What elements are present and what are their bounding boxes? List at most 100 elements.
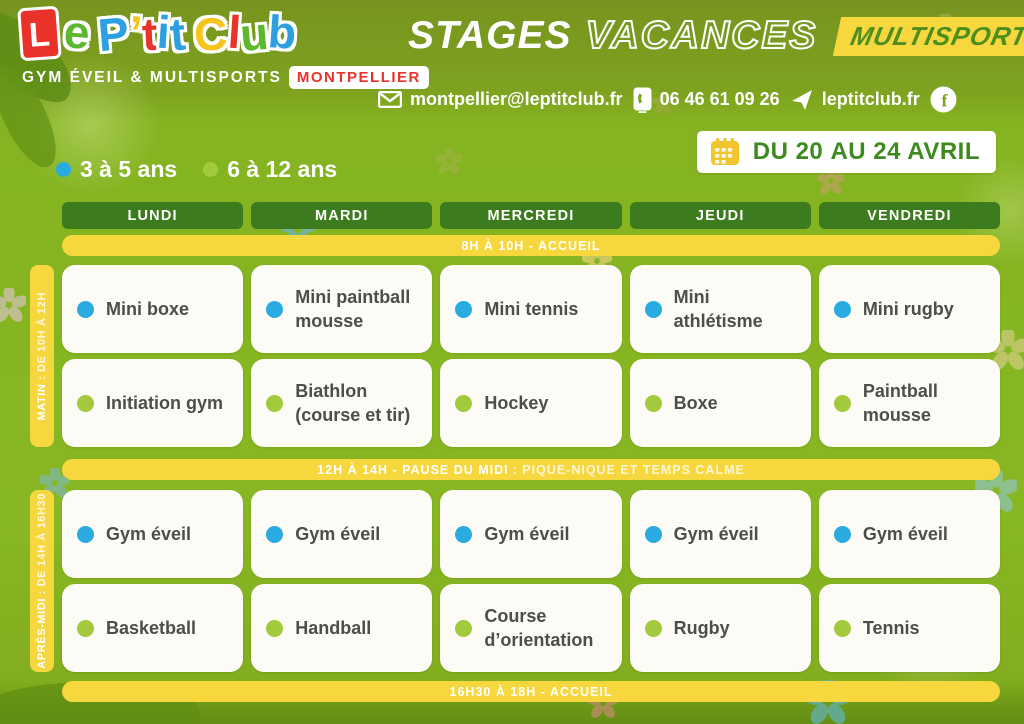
phone-icon: [633, 87, 652, 113]
email-text: montpellier@leptitclub.fr: [410, 89, 623, 109]
legend-3-5-label: 3 à 5 ans: [80, 156, 178, 182]
green-dot-icon: [833, 394, 851, 412]
schedule-row-4: Basketball Handball Course d’orientation…: [62, 584, 1001, 672]
activity-label: Mini boxe: [106, 298, 190, 319]
date-du: DU: [752, 138, 789, 165]
blue-dot-icon: [266, 525, 284, 543]
date-range-text: DU 20 AU 24 AVRIL: [753, 138, 980, 166]
logo-wordmark: L e P ’ t i t C l u b: [20, 5, 367, 62]
afternoon-rail: APRÈS-MIDI : DE 14H À 16H30: [30, 490, 54, 672]
activity-cell: Mini athlétisme: [629, 265, 811, 353]
logo-letter: u: [238, 6, 271, 62]
blue-dot-icon: [455, 300, 473, 318]
activity-label: Gym éveil: [106, 523, 192, 544]
activity-cell: Hockey: [440, 359, 622, 447]
legend-6-12: 6 à 12 ans: [203, 156, 337, 183]
green-dot-icon: [644, 619, 662, 637]
phone-text: 06 46 61 09 26: [659, 89, 780, 109]
morning-label: MATIN: [36, 383, 48, 421]
blue-dot-icon: [833, 525, 851, 543]
website-text: leptitclub.fr: [821, 89, 920, 109]
green-dot-icon: [266, 619, 284, 637]
contact-website[interactable]: leptitclub.fr: [790, 88, 920, 112]
green-dot-icon: [455, 394, 473, 412]
facebook-icon: f: [930, 86, 957, 113]
schedule-row-3: Gym éveil Gym éveil Gym éveil Gym éveil …: [62, 490, 1001, 578]
blue-dot-icon: [833, 300, 851, 318]
green-dot-icon: [266, 394, 284, 412]
contact-phone[interactable]: 06 46 61 09 26: [633, 87, 780, 113]
age-legend: 3 à 5 ans 6 à 12 ans: [56, 156, 337, 183]
activity-cell: Rugby: [629, 584, 811, 672]
svg-text:f: f: [941, 91, 948, 111]
schedule-row-1: Mini boxe Mini paintball mousse Mini ten…: [62, 265, 1001, 353]
send-icon: [790, 88, 814, 112]
day-header-row: LUNDI MARDI MERCREDI JEUDI VENDREDI: [62, 202, 1001, 229]
activity-cell: Mini paintball mousse: [251, 265, 433, 353]
blue-dot-icon: [77, 525, 94, 543]
logo-letter: L: [20, 8, 59, 59]
activity-label: Tennis: [862, 617, 920, 638]
green-dot-icon: [833, 619, 851, 637]
logo-letter: e: [62, 5, 92, 59]
afternoon-hours: : DE 14H À 16H30: [36, 493, 48, 599]
blue-dot-icon: [644, 300, 662, 318]
activity-cell: Gym éveil: [629, 490, 811, 578]
activity-label: Rugby: [673, 617, 730, 638]
legend-3-5: 3 à 5 ans: [56, 156, 177, 183]
day-header-mardi: MARDI: [251, 202, 433, 229]
banner-lunch-bold: 12H À 14H - PAUSE DU MIDI: [317, 462, 509, 477]
activity-cell: Biathlon (course et tir): [251, 359, 433, 447]
logo-letter: C: [192, 7, 229, 61]
activity-label: Boxe: [673, 392, 718, 413]
green-dot-icon: [77, 394, 94, 412]
green-dot-icon: [455, 619, 473, 637]
logo-letter: P: [96, 6, 132, 62]
activity-cell: Paintball mousse: [818, 359, 1001, 447]
activity-cell: Initiation gym: [62, 359, 244, 447]
activity-label: Course d’orientation: [484, 605, 594, 650]
contact-email[interactable]: montpellier@leptitclub.fr: [378, 89, 623, 110]
day-header-jeudi: JEUDI: [629, 202, 811, 229]
activity-label: Mini paintball mousse: [295, 286, 411, 331]
schedule-board: MATIN : DE 10H À 12H APRÈS-MIDI : DE 14H…: [30, 202, 1001, 702]
activity-cell: Handball: [251, 584, 433, 672]
activity-cell: Basketball: [62, 584, 244, 672]
legend-6-12-label: 6 à 12 ans: [227, 156, 338, 182]
activity-label: Mini rugby: [862, 298, 954, 319]
day-header-lundi: LUNDI: [62, 202, 244, 229]
blue-dot-icon: [455, 525, 473, 543]
activity-cell: Gym éveil: [251, 490, 433, 578]
title-multisports-label: MULTISPORTS: [848, 20, 1024, 51]
morning-hours: : DE 10H À 12H: [36, 291, 48, 384]
morning-rail: MATIN : DE 10H À 12H: [30, 265, 54, 447]
activity-label: Gym éveil: [295, 523, 381, 544]
logo-tagline: GYM ÉVEIL & MULTISPORTS: [22, 68, 282, 86]
banner-evening-welcome: 16H30 À 18H - ACCUEIL: [62, 681, 1000, 702]
day-header-mercredi: MERCREDI: [440, 202, 622, 229]
activity-label: Mini athlétisme: [673, 286, 763, 331]
logo-city-badge: MONTPELLIER: [288, 66, 429, 89]
date-au: AU: [830, 138, 867, 165]
activity-label: Biathlon (course et tir): [295, 380, 411, 425]
activity-cell: Mini tennis: [440, 265, 622, 353]
envelope-icon: [378, 91, 402, 108]
page-title: STAGES VACANCES MULTISPORTS: [408, 13, 1024, 58]
green-dot-icon: [77, 619, 94, 637]
activity-cell: Gym éveil: [62, 490, 244, 578]
green-dot-icon: [644, 394, 662, 412]
title-vacances: VACANCES: [584, 13, 818, 58]
activity-cell: Gym éveil: [818, 490, 1001, 578]
banner-evening-text: 16H30 À 18H - ACCUEIL: [449, 684, 613, 699]
calendar-icon: [709, 137, 741, 167]
activity-label: Gym éveil: [673, 523, 759, 544]
flower-icon: [436, 148, 462, 174]
activity-label: Paintball mousse: [862, 380, 938, 425]
activity-label: Handball: [295, 617, 372, 638]
contact-facebook[interactable]: f: [930, 86, 957, 113]
banner-morning-text: 8H À 10H - ACCUEIL: [461, 238, 601, 253]
activity-label: Hockey: [484, 392, 549, 413]
blue-dot-icon: [644, 525, 662, 543]
date-badge: DU 20 AU 24 AVRIL: [696, 131, 996, 173]
banner-lunch-break: 12H À 14H - PAUSE DU MIDI : PIQUE-NIQUE …: [62, 459, 1000, 480]
